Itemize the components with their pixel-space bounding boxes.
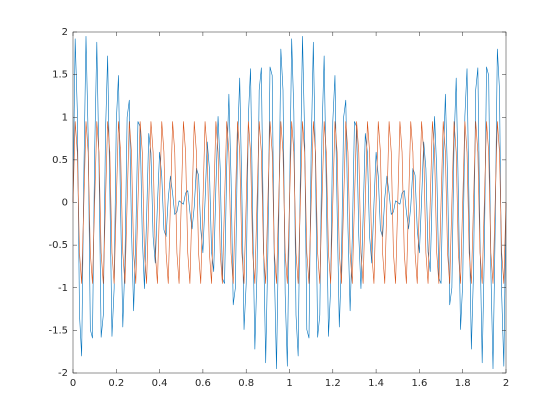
y-tick-label: 0: [62, 198, 68, 209]
series-line: [72, 121, 507, 284]
y-tick-label: 1: [62, 112, 68, 123]
x-tick-label: 1.6: [411, 378, 427, 389]
x-tick-label: 1.2: [325, 378, 341, 389]
x-tick-label: 1.4: [368, 378, 384, 389]
x-tick-label: 2: [503, 378, 509, 389]
y-tick-label: -2: [58, 368, 68, 379]
x-tick-label: 0.8: [238, 378, 254, 389]
y-tick-label: 1.5: [52, 70, 68, 81]
y-tick-label: -1: [58, 283, 68, 294]
x-tick-label: 0: [70, 378, 76, 389]
y-tick-label: -0.5: [48, 240, 68, 251]
y-tick-label: -1.5: [48, 325, 68, 336]
x-tick-label: 0.2: [108, 378, 124, 389]
y-tick-label: 0.5: [52, 155, 68, 166]
x-tick-label: 0.6: [195, 378, 211, 389]
y-tick-label: 2: [62, 27, 68, 38]
x-tick-label: 1.8: [455, 378, 471, 389]
x-tick-label: 0.4: [152, 378, 168, 389]
x-tick-label: 1: [286, 378, 292, 389]
